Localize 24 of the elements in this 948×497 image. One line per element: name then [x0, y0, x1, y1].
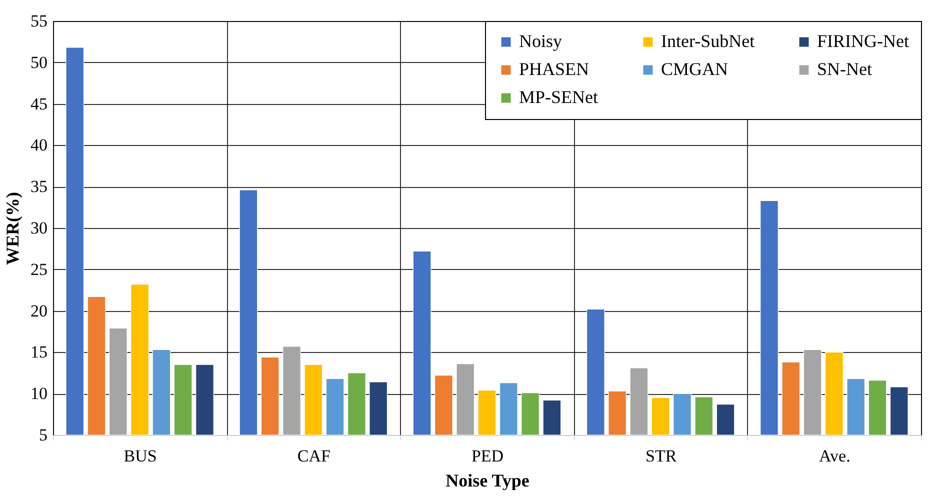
legend-label: Inter-SubNet [661, 31, 755, 51]
x-tick-label: Ave. [819, 446, 850, 466]
x-tick-label: CAF [297, 446, 330, 466]
y-tick-label: 15 [30, 342, 48, 362]
y-tick-label: 50 [30, 52, 48, 72]
y-tick-label: 25 [30, 260, 48, 279]
y-axis-title: WER(%) [2, 192, 22, 265]
y-tick-label: 45 [30, 94, 48, 114]
y-tick-label: 10 [30, 384, 48, 404]
y-tick-label: 40 [30, 136, 48, 155]
x-tick-label: STR [646, 446, 678, 466]
legend-label: FIRING-Net [817, 31, 909, 51]
x-tick-label: BUS [124, 446, 157, 466]
legend-label: PHASEN [519, 59, 590, 79]
y-tick-label: 20 [30, 301, 48, 320]
y-tick-label: 5 [39, 426, 48, 444]
y-tick-label: 35 [30, 177, 48, 196]
legend-label: MP-SENet [519, 87, 598, 107]
x-tick-label: PED [471, 446, 504, 466]
y-tick-label: 55 [30, 12, 48, 30]
legend-label: SN-Net [817, 59, 872, 79]
y-tick-label: 30 [30, 218, 48, 238]
legend-label: Noisy [519, 31, 562, 51]
legend-label: CMGAN [661, 59, 728, 79]
